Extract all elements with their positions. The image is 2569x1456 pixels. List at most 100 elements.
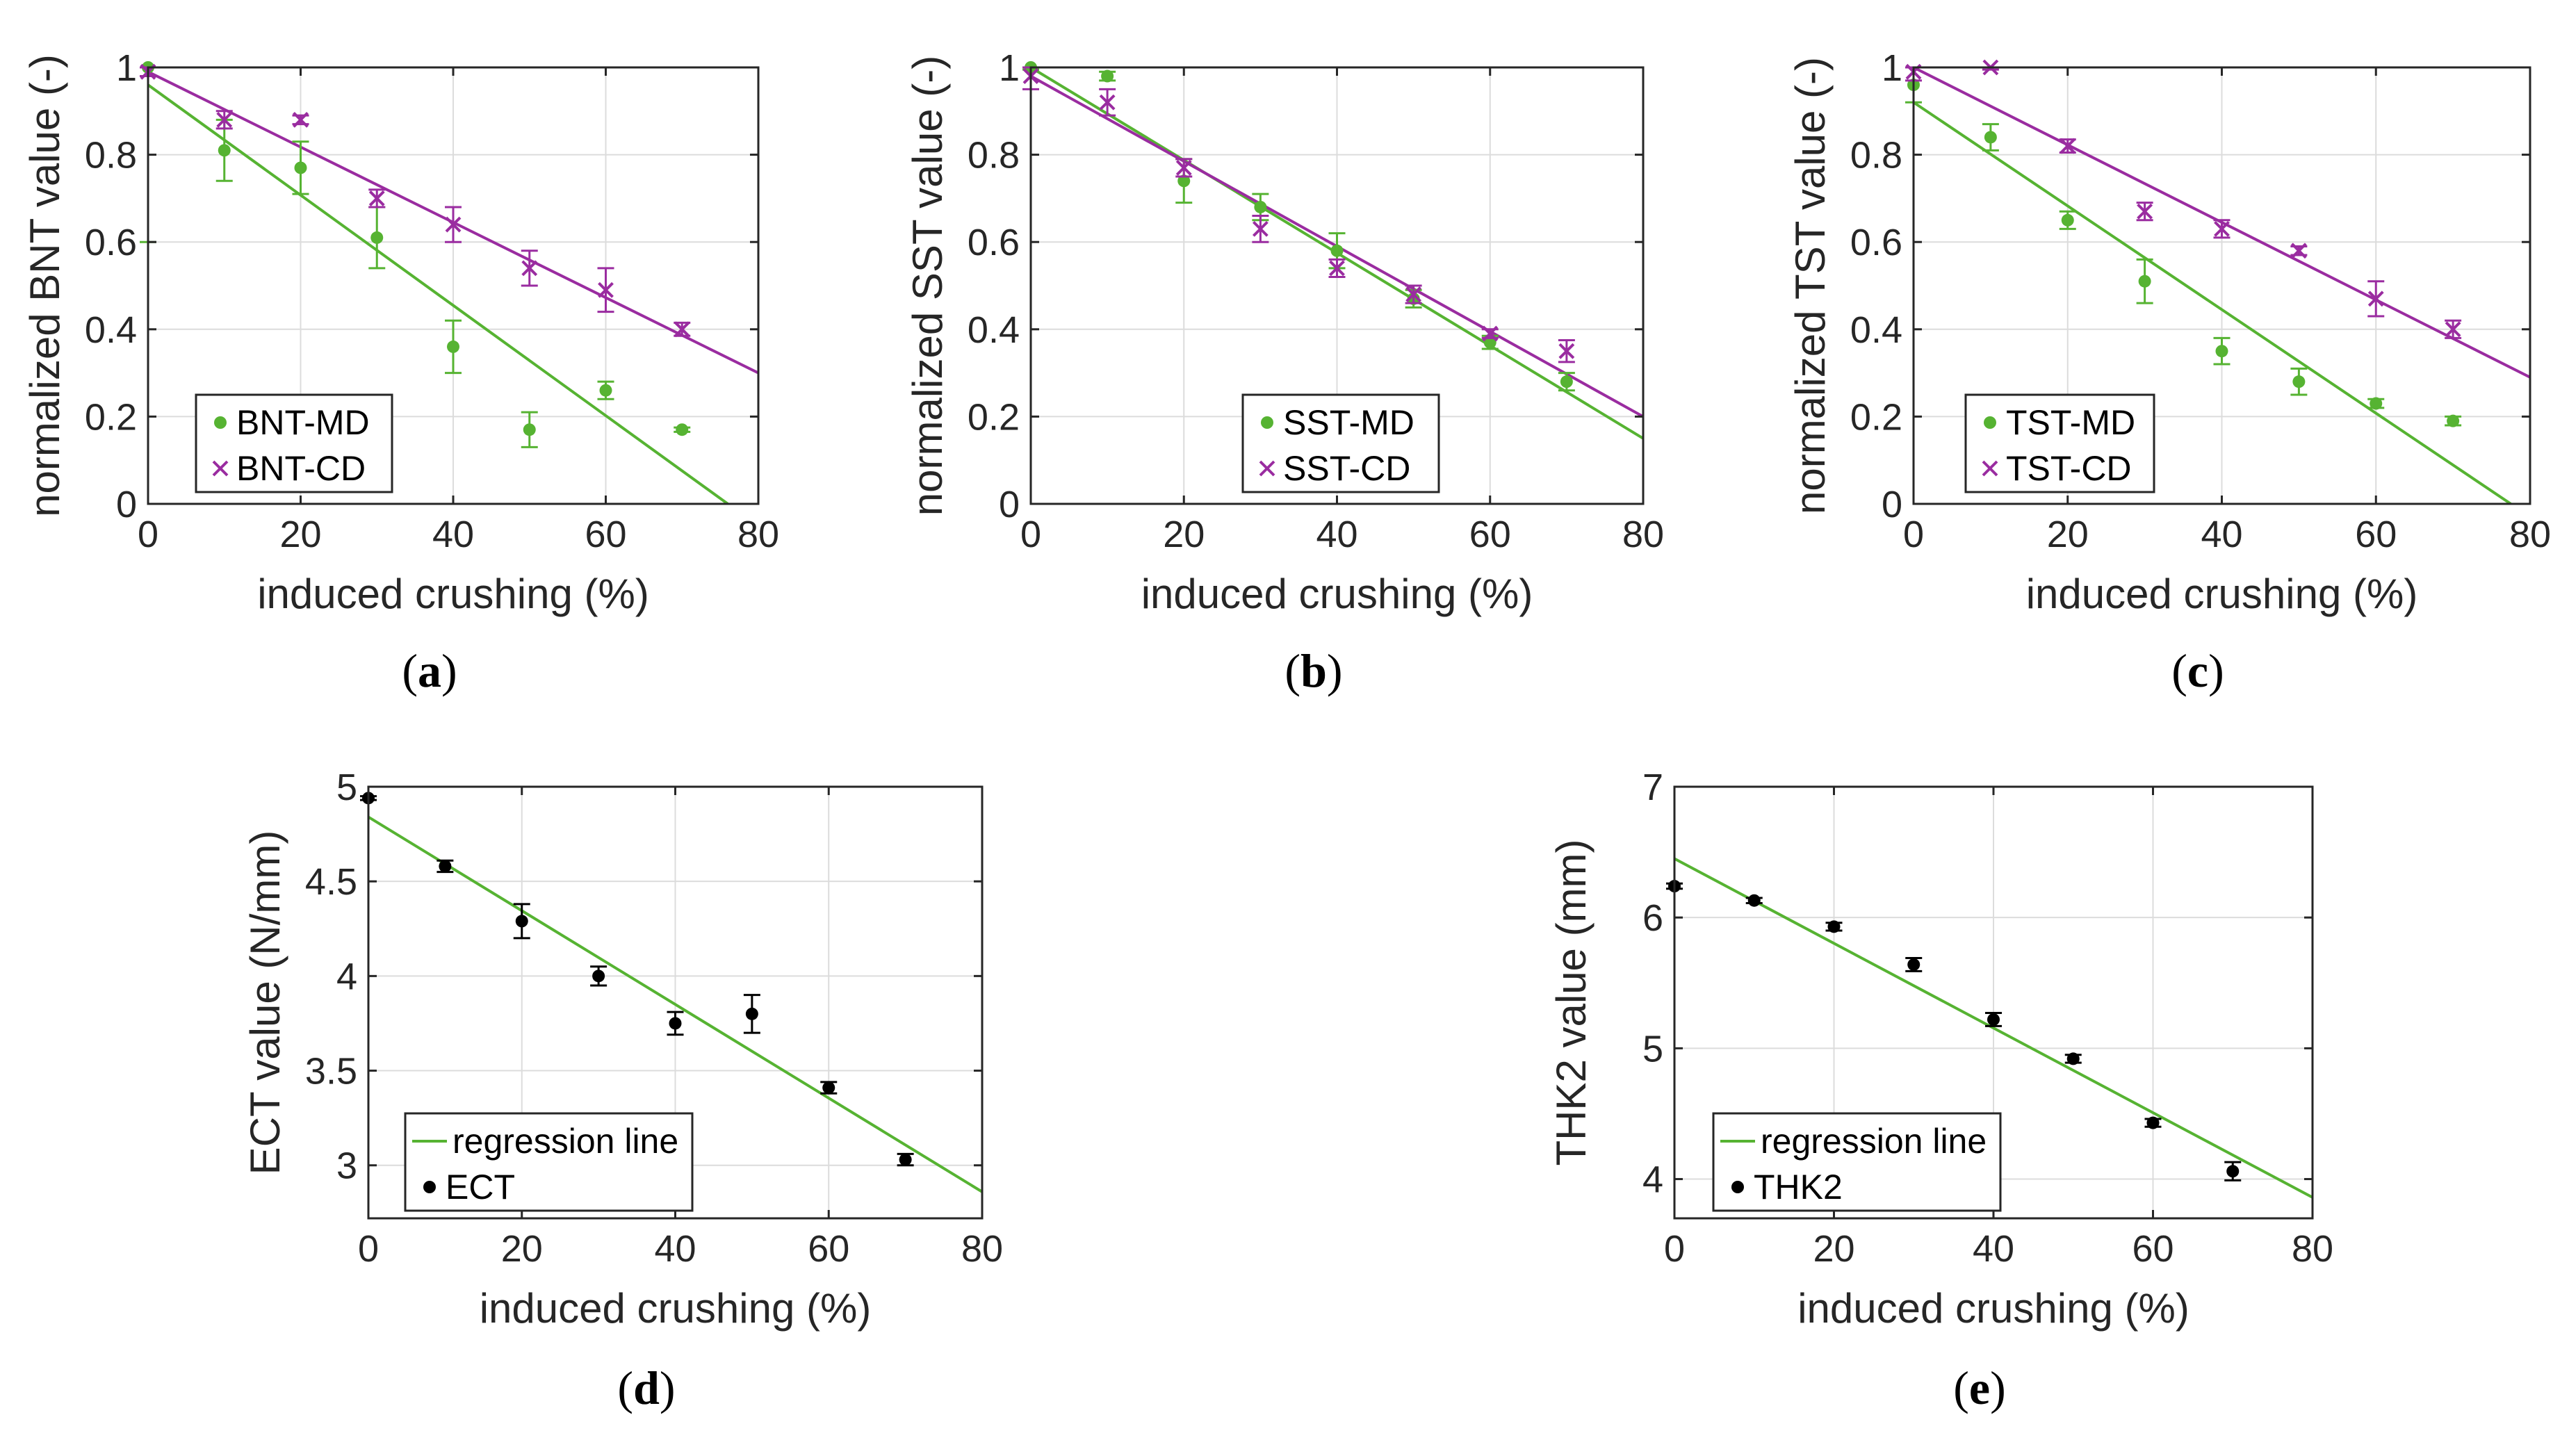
y-tick-label: 0.4 — [85, 309, 137, 351]
point-bnt-md — [599, 384, 612, 397]
x-tick-label: 0 — [358, 1228, 379, 1270]
point-bnt-cd — [293, 111, 309, 128]
point-bnt-md — [370, 231, 384, 244]
x-tick-label: 60 — [808, 1228, 849, 1270]
point-thk2 — [2226, 1165, 2240, 1178]
x-axis-label: induced crushing (%) — [257, 571, 649, 617]
point-bnt-cd — [598, 281, 614, 298]
point-bnt-md — [294, 161, 307, 174]
point-sst-cd — [1558, 343, 1575, 359]
point-bnt-cd — [674, 321, 690, 338]
point-bnt-cd — [445, 216, 462, 233]
y-tick-label: 0.2 — [1850, 396, 1902, 438]
legend-label: TST-MD — [2006, 403, 2135, 442]
legend-label: BNT-MD — [236, 403, 370, 442]
point-ect — [745, 1007, 758, 1020]
chart-a: 0 20 40 60 80 0 0.2 0.4 0.6 0.8 1 induced crushing … — [22, 47, 779, 697]
point-tst-cd — [2367, 291, 2384, 307]
y-tick-label: 0.4 — [1850, 309, 1902, 351]
legend-label: THK2 — [1754, 1168, 1843, 1206]
y-tick-label: 0 — [1882, 484, 1902, 525]
legend-dot-swatch — [214, 416, 227, 429]
legend: regression line ECT — [404, 1112, 694, 1212]
point-thk2 — [2066, 1052, 2080, 1065]
point-sst-md — [1330, 244, 1344, 257]
point-bnt-cd — [521, 260, 538, 277]
point-bnt-md — [676, 423, 689, 436]
fit-line-tst-md — [1914, 101, 2512, 504]
point-sst-cd — [1252, 220, 1269, 237]
panel-caption: (b) — [1284, 644, 1342, 697]
x-tick-label: 40 — [432, 514, 474, 555]
point-tst-cd — [2137, 203, 2153, 220]
point-tst-md — [2138, 275, 2151, 288]
y-tick-label: 3.5 — [305, 1051, 357, 1093]
legend-label: SST-CD — [1283, 449, 1410, 488]
point-sst-md — [1177, 174, 1191, 188]
x-tick-label: 60 — [1469, 514, 1511, 555]
x-tick-label: 0 — [1903, 514, 1924, 555]
point-ect — [669, 1017, 682, 1030]
point-sst-cd — [1405, 286, 1422, 302]
legend-label: regression line — [452, 1122, 678, 1161]
point-sst-md — [1101, 69, 1114, 83]
y-tick-label: 0.8 — [1850, 135, 1902, 177]
point-thk2 — [1987, 1013, 2000, 1026]
panel-caption: (e) — [1953, 1361, 2006, 1414]
y-tick-label: 0.6 — [85, 222, 137, 263]
point-sst-cd — [1175, 160, 1192, 176]
point-thk2 — [1827, 920, 1841, 933]
x-tick-label: 20 — [279, 514, 321, 555]
legend-label: SST-MD — [1283, 403, 1414, 442]
point-sst-cd — [1329, 260, 1345, 277]
y-axis-label: ECT value (N/mm) — [242, 831, 288, 1175]
legend-dot-swatch — [1984, 416, 1996, 429]
y-tick-label: 7 — [1642, 767, 1663, 808]
y-tick-label: 3 — [336, 1145, 357, 1187]
y-tick-label: 4.5 — [305, 861, 357, 903]
x-tick-label: 80 — [1622, 514, 1664, 555]
legend-label: BNT-CD — [236, 449, 366, 488]
x-tick-label: 40 — [654, 1228, 696, 1270]
legend-dot-swatch — [1261, 416, 1273, 429]
x-tick-label: 60 — [2132, 1228, 2174, 1270]
x-tick-label: 40 — [1316, 514, 1357, 555]
legend: BNT-MD BNT-CD — [195, 393, 393, 493]
point-tst-md — [2447, 414, 2460, 427]
point-ect — [592, 970, 605, 983]
panel-caption: (d) — [617, 1361, 675, 1414]
point-tst-md — [1984, 131, 1997, 144]
y-tick-label: 4 — [336, 956, 357, 997]
point-bnt-md — [523, 423, 536, 436]
x-tick-label: 80 — [2509, 514, 2551, 555]
fit-line-regression-line — [1674, 857, 2313, 1199]
y-tick-label: 0.8 — [968, 135, 1020, 177]
point-sst-cd — [1099, 94, 1116, 111]
y-tick-label: 1 — [1882, 47, 1902, 89]
point-bnt-cd — [216, 111, 233, 128]
legend-label: TST-CD — [2006, 449, 2132, 488]
legend: SST-MD SST-CD — [1241, 393, 1440, 493]
y-tick-label: 6 — [1642, 897, 1663, 939]
y-tick-label: 5 — [336, 767, 357, 808]
chart-e: 0 20 40 60 80 4 5 6 7 induced crushing (%) THK2 va… — [1548, 767, 2333, 1414]
point-tst-md — [2370, 397, 2383, 410]
x-tick-label: 0 — [1020, 514, 1041, 555]
x-axis-label: induced crushing (%) — [2026, 571, 2418, 617]
x-tick-label: 60 — [585, 514, 626, 555]
point-tst-cd — [2060, 138, 2076, 154]
x-axis-label: induced crushing (%) — [1141, 571, 1533, 617]
point-tst-cd — [2290, 243, 2307, 259]
y-tick-label: 1 — [999, 47, 1020, 89]
y-tick-label: 0.6 — [1850, 222, 1902, 263]
x-tick-label: 80 — [737, 514, 779, 555]
legend-label: regression line — [1761, 1122, 1987, 1161]
y-tick-label: 0.4 — [968, 309, 1020, 351]
legend-label: ECT — [446, 1168, 515, 1206]
y-tick-label: 0.2 — [85, 396, 137, 438]
y-axis-label: THK2 value (mm) — [1548, 839, 1595, 1165]
point-bnt-cd — [368, 190, 385, 206]
legend-cross-swatch — [1259, 460, 1275, 477]
x-tick-label: 0 — [138, 514, 158, 555]
x-axis-label: induced crushing (%) — [480, 1285, 872, 1332]
